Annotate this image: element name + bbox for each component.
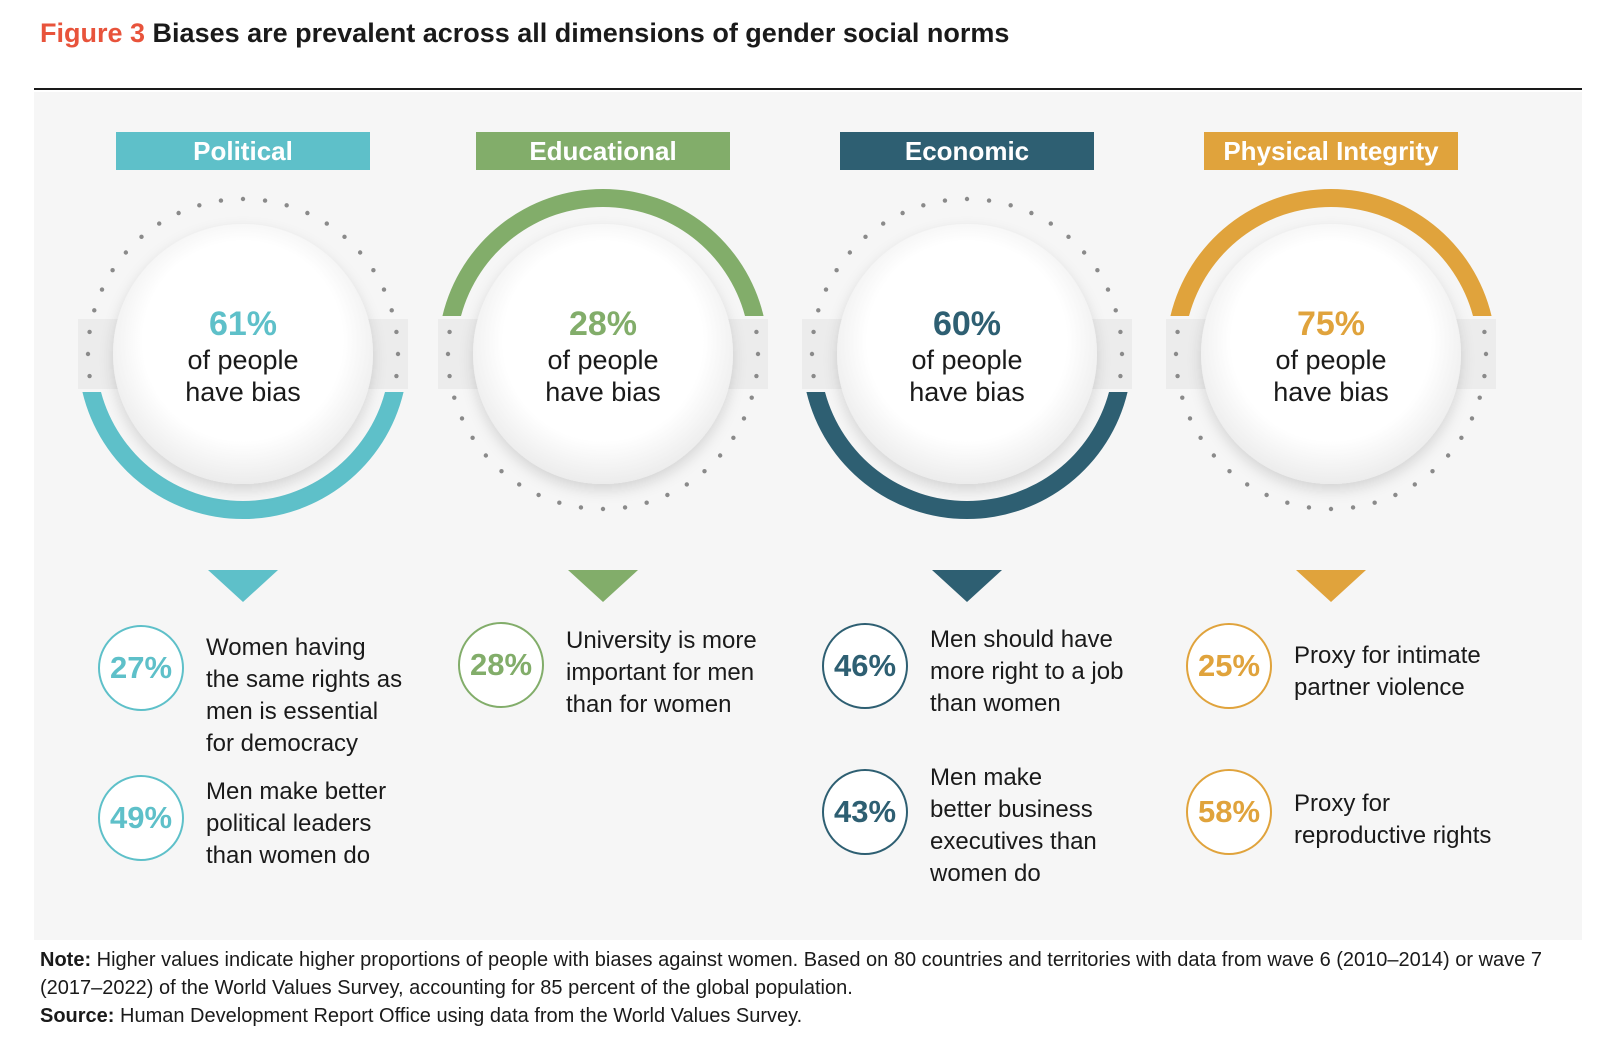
indicator-percent-circle: 25% <box>1186 623 1272 709</box>
title-rule <box>34 88 1582 90</box>
inner-circle <box>473 224 733 484</box>
indicator-text-line: important for men <box>566 659 755 686</box>
indicator-text-line: Proxy for <box>1294 790 1391 817</box>
note-text: Higher values indicate higher proportion… <box>40 949 1542 999</box>
inner-circle <box>1201 224 1461 484</box>
center-suffix-line1: of people <box>187 345 299 375</box>
indicator-percent-circle: 58% <box>1186 769 1272 855</box>
indicator-text-line: more right to a job <box>930 658 1124 685</box>
indicator-text: Men should have more right to a job than w… <box>930 624 1180 720</box>
bias-arc-political <box>82 392 404 519</box>
indicator-text: Women having the same rights as men is ess… <box>206 632 456 760</box>
indicator-text-line: reproductive rights <box>1294 822 1492 849</box>
notes: Note: Higher values indicate higher prop… <box>40 946 1580 1030</box>
bias-arc-physical-integrity <box>1170 189 1492 316</box>
figure-title-text: Biases are prevalent across all dimensio… <box>152 18 1010 48</box>
center-suffix-line2: have bias <box>1273 377 1389 407</box>
indicator-text: University is more important for men than … <box>566 625 816 721</box>
note-label: Note: <box>40 949 92 971</box>
indicator-percent-circle: 49% <box>98 775 184 861</box>
center-suffix-line2: have bias <box>545 377 661 407</box>
pointer-triangle-political <box>208 570 278 602</box>
indicator-text-line: than women <box>930 690 1061 717</box>
center-percent-political: 61% <box>208 305 278 343</box>
source-text: Human Development Report Office using da… <box>120 1005 803 1027</box>
bias-arc-educational <box>442 189 764 316</box>
source-label: Source: <box>40 1005 115 1027</box>
indicator-percent-circle: 27% <box>98 625 184 711</box>
indicator-text-line: better business <box>930 796 1093 823</box>
category-label-educational: Educational <box>476 132 730 170</box>
figure-label: Figure 3 <box>40 18 146 48</box>
center-suffix-line1: of people <box>1275 345 1387 375</box>
indicator-text-line: University is more <box>566 627 757 654</box>
center-suffix-line1: of people <box>547 345 659 375</box>
center-percent-physical-integrity: 75% <box>1296 305 1366 343</box>
indicator-text: Men make better business executives than wo… <box>930 762 1180 890</box>
indicator-text-line: executives than <box>930 828 1097 855</box>
center-text-political: 61% of people have bias <box>48 304 438 408</box>
category-column-physical-integrity: Physical Integrity 75% of people have bias 2… <box>1136 92 1526 940</box>
center-percent-economic: 60% <box>932 305 1002 343</box>
indicator-text-line: women do <box>930 860 1041 887</box>
indicator-text: Proxy for reproductive rights <box>1294 788 1544 852</box>
bias-arc-economic <box>806 392 1128 519</box>
center-text-physical-integrity: 75% of people have bias <box>1136 304 1526 408</box>
ring-political <box>78 196 408 519</box>
indicator-text-line: Women having <box>206 634 366 661</box>
indicator-text-line: Men should have <box>930 626 1113 653</box>
pointer-triangle-educational <box>568 570 638 602</box>
center-text-economic: 60% of people have bias <box>772 304 1162 408</box>
indicator-percent-circle: 46% <box>822 623 908 709</box>
indicator-percent-circle: 28% <box>458 622 544 708</box>
ring-physical-integrity <box>1166 189 1496 512</box>
indicator-text-line: Proxy for intimate <box>1294 642 1481 669</box>
indicator-text: Proxy for intimate partner violence <box>1294 640 1544 704</box>
indicator-text-line: political leaders <box>206 810 372 837</box>
category-column-educational: Educational 28% of people have bias 28% Unive… <box>408 92 798 940</box>
indicator-text-line: Men make <box>930 764 1043 791</box>
figure-title: Figure 3 Biases are prevalent across all… <box>40 18 1009 49</box>
category-label-economic: Economic <box>840 132 1094 170</box>
indicator-text-line: partner violence <box>1294 674 1465 701</box>
indicator-text-line: for democracy <box>206 730 359 757</box>
center-suffix-line2: have bias <box>909 377 1025 407</box>
center-suffix-line2: have bias <box>185 377 301 407</box>
pointer-triangle-physical-integrity <box>1296 570 1366 602</box>
ring-economic <box>802 196 1132 519</box>
source: Source: Human Development Report Office … <box>40 1002 1580 1030</box>
indicator-text: Men make better political leaders than wom… <box>206 776 456 872</box>
indicator-text-line: than for women <box>566 691 732 718</box>
center-suffix-line1: of people <box>911 345 1023 375</box>
category-column-economic: Economic 60% of people have bias 46% Men shou… <box>772 92 1162 940</box>
indicator-percent-circle: 43% <box>822 769 908 855</box>
category-label-physical-integrity: Physical Integrity <box>1204 132 1458 170</box>
note: Note: Higher values indicate higher prop… <box>40 946 1580 1002</box>
indicator-text-line: than women do <box>206 842 371 869</box>
ring-educational <box>438 189 768 512</box>
indicator-text-line: men is essential <box>206 698 379 725</box>
indicator-text-line: the same rights as <box>206 666 403 693</box>
indicator-text-line: Men make better <box>206 778 387 805</box>
inner-circle <box>113 224 373 484</box>
pointer-triangle-economic <box>932 570 1002 602</box>
category-column-political: Political 61% of people have bias 27% Women h… <box>48 92 438 940</box>
center-text-educational: 28% of people have bias <box>408 304 798 408</box>
category-label-political: Political <box>116 132 370 170</box>
inner-circle <box>837 224 1097 484</box>
center-percent-educational: 28% <box>568 305 638 343</box>
